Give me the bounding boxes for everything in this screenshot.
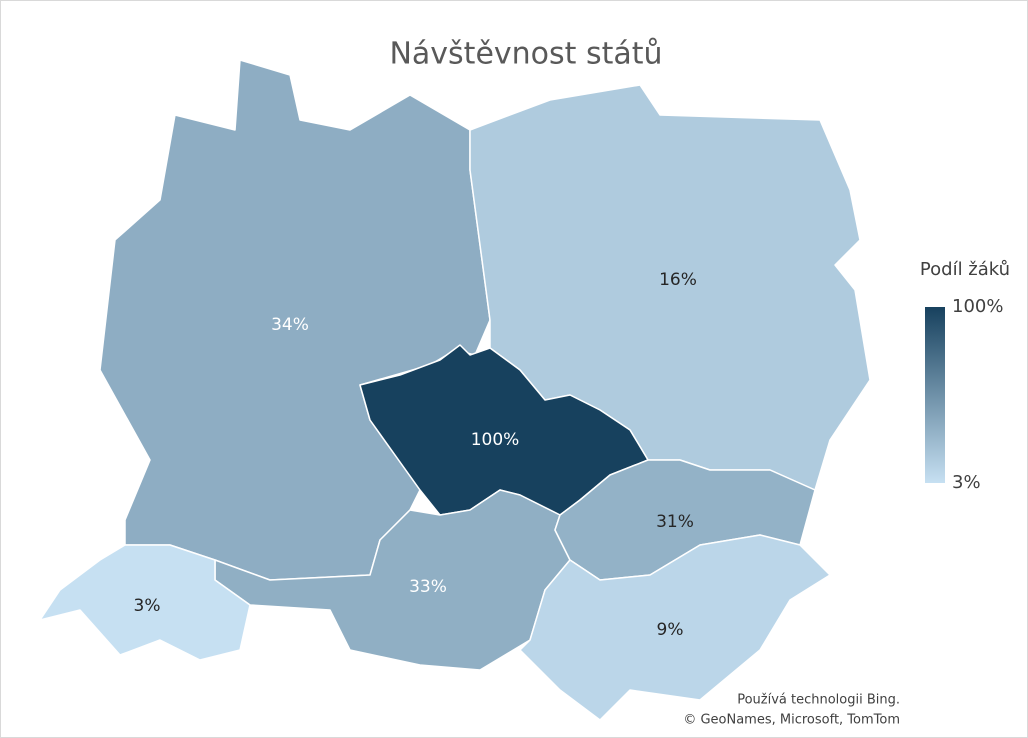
chart-title: Návštěvnost států: [389, 37, 662, 72]
legend-tick-label: 3%: [952, 472, 981, 493]
region-label: 34%: [271, 315, 309, 335]
region-label: 16%: [659, 270, 697, 290]
region: [519, 534, 831, 721]
attribution: © GeoNames, Microsoft, TomTom: [683, 713, 900, 728]
legend-title: Podíl žáků: [920, 259, 1010, 280]
legend-tick-label: 100%: [952, 296, 1003, 317]
region-label: 31%: [656, 512, 694, 532]
region-label: 9%: [657, 620, 684, 640]
color-scale: [925, 307, 945, 483]
region: [39, 544, 251, 661]
regions: 34% 16% 100% 33% 31% 3% 9%: [39, 59, 871, 721]
region-label: 33%: [409, 577, 447, 597]
region-label: 3%: [134, 596, 161, 616]
region-label: 100%: [471, 430, 520, 450]
attribution: Používá technologii Bing.: [737, 693, 900, 708]
